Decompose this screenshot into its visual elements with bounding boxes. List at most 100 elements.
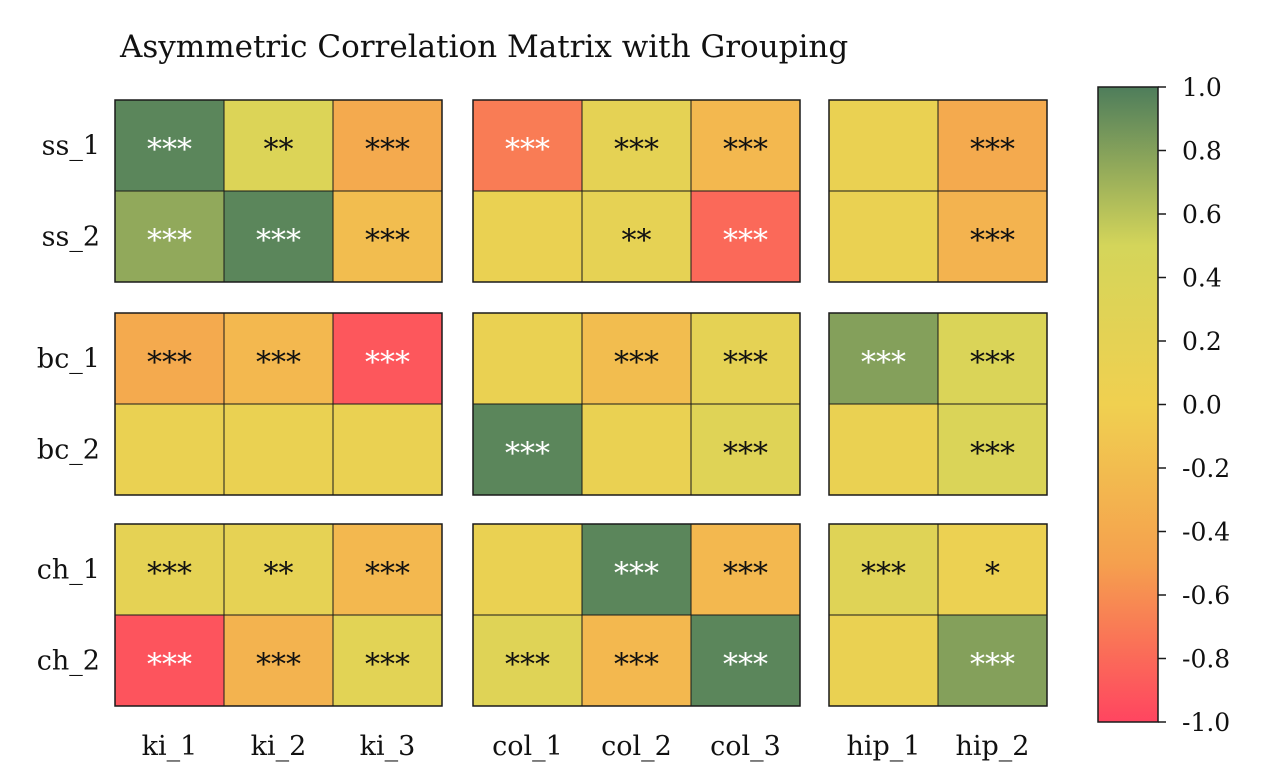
significance-label-ss_2-hip_2: *** <box>970 224 1015 259</box>
significance-label-ss_2-col_2: ** <box>622 224 652 259</box>
heatmap-cell-bc_1-hip_1 <box>828 312 939 405</box>
colorbar-tick-label: 0.8 <box>1182 137 1222 166</box>
row-label-bc_2: bc_2 <box>37 435 100 466</box>
column-label-col_2: col_2 <box>601 731 672 762</box>
heatmap-cell-ch_1-col_2 <box>581 523 692 616</box>
heatmap-cell-bc_2-hip_2 <box>937 403 1048 496</box>
heatmap-cell-bc_1-col_3 <box>690 312 801 405</box>
heatmap-group-panels <box>114 99 1048 707</box>
colorbar-tick-label: 0.2 <box>1182 327 1222 356</box>
heatmap-cell-ss_1-hip_1 <box>828 99 939 192</box>
heatmap-cells <box>114 99 1048 707</box>
significance-label-ch_2-col_2: *** <box>614 648 659 683</box>
significance-label-ss_2-col_3: *** <box>723 224 768 259</box>
chart-title: Asymmetric Correlation Matrix with Group… <box>119 29 848 65</box>
row-label-ch_2: ch_2 <box>37 646 100 677</box>
row-label-ch_1: ch_1 <box>37 555 100 586</box>
column-labels: ki_1 ki_2 ki_3 col_1 col_2 col_3 hip_1 hip_2 <box>142 731 1030 762</box>
group-panel <box>828 312 1048 496</box>
significance-label-ch_1-col_3: *** <box>723 557 768 592</box>
colorbar-tick-label: 0.0 <box>1182 391 1222 420</box>
heatmap-cell-bc_1-hip_2 <box>937 312 1048 405</box>
group-panel <box>114 99 443 283</box>
heatmap-cell-bc_2-col_3 <box>690 403 801 496</box>
heatmap-cell-bc_2-col_2 <box>581 403 692 496</box>
column-label-col_1: col_1 <box>492 731 563 762</box>
significance-label-bc_1-ki_1: *** <box>147 346 192 381</box>
heatmap-cell-bc_2-ki_1 <box>114 403 225 496</box>
group-panel <box>114 523 443 707</box>
heatmap-cell-bc_2-ki_3 <box>332 403 443 496</box>
heatmap-cell-ss_2-hip_1 <box>828 190 939 283</box>
significance-label-ch_2-ki_2: *** <box>256 648 301 683</box>
significance-label-ch_1-ki_3: *** <box>365 557 410 592</box>
significance-label-ch_1-col_2: *** <box>614 557 659 592</box>
row-label-bc_1: bc_1 <box>37 344 100 375</box>
colorbar-tick-label: -1.0 <box>1182 708 1230 737</box>
heatmap-cell-bc_1-ki_3 <box>332 312 443 405</box>
significance-label-ss_1-hip_2: *** <box>970 133 1015 168</box>
heatmap-cell-bc_1-col_1 <box>472 312 583 405</box>
colorbar-tick-label: -0.8 <box>1182 645 1230 674</box>
significance-labels: *** ** *** *** *** *** ****** *** *** ** *** ******… <box>147 133 1015 683</box>
group-panel <box>828 99 1048 283</box>
group-panel <box>828 523 1048 707</box>
significance-label-bc_1-hip_2: *** <box>970 346 1015 381</box>
significance-label-bc_1-ki_3: *** <box>365 346 410 381</box>
significance-label-bc_1-col_2: *** <box>614 346 659 381</box>
significance-label-ss_1-ki_3: *** <box>365 133 410 168</box>
row-label-ss_2: ss_2 <box>42 222 100 253</box>
colorbar-tick-label: -0.6 <box>1182 581 1230 610</box>
significance-label-ss_2-ki_2: *** <box>256 224 301 259</box>
significance-label-ch_1-ki_2: ** <box>264 557 294 592</box>
heatmap-cell-ss_2-hip_2 <box>937 190 1048 283</box>
heatmap-cell-ss_1-col_2 <box>581 99 692 192</box>
significance-label-ss_2-ki_3: *** <box>365 224 410 259</box>
significance-label-bc_2-hip_2: *** <box>970 437 1015 472</box>
heatmap-cell-bc_2-hip_1 <box>828 403 939 496</box>
group-panel <box>472 99 801 283</box>
significance-label-ss_1-ki_1: *** <box>147 133 192 168</box>
heatmap-cell-ss_1-col_1 <box>472 99 583 192</box>
column-label-ki_2: ki_2 <box>251 731 307 762</box>
significance-label-ss_1-col_2: *** <box>614 133 659 168</box>
heatmap-cell-ss_2-col_3 <box>690 190 801 283</box>
heatmap-cell-ss_2-ki_3 <box>332 190 443 283</box>
heatmap-cell-ch_2-col_2 <box>581 614 692 707</box>
significance-label-bc_1-ki_2: *** <box>256 346 301 381</box>
significance-label-ch_1-ki_1: *** <box>147 557 192 592</box>
significance-label-bc_2-col_1: *** <box>505 437 550 472</box>
heatmap-cell-ss_1-ki_2 <box>223 99 334 192</box>
significance-label-ss_1-col_3: *** <box>723 133 768 168</box>
heatmap-cell-ss_1-col_3 <box>690 99 801 192</box>
column-label-ki_3: ki_3 <box>360 731 416 762</box>
heatmap-cell-ch_2-hip_2 <box>937 614 1048 707</box>
significance-label-ch_2-col_1: *** <box>505 648 550 683</box>
heatmap-cell-ch_1-col_1 <box>472 523 583 616</box>
heatmap-cell-ch_2-ki_1 <box>114 614 225 707</box>
column-label-hip_2: hip_2 <box>956 731 1030 762</box>
heatmap-cell-ch_2-hip_1 <box>828 614 939 707</box>
heatmap-cell-ss_1-ki_1 <box>114 99 225 192</box>
heatmap-cell-ch_1-ki_2 <box>223 523 334 616</box>
colorbar-gradient <box>1097 86 1159 723</box>
group-panel <box>472 523 801 707</box>
significance-label-bc_1-col_3: *** <box>723 346 768 381</box>
colorbar-tick-label: -0.2 <box>1182 454 1230 483</box>
colorbar-tick-label: 0.6 <box>1182 200 1222 229</box>
significance-label-ss_1-ki_2: ** <box>264 133 294 168</box>
significance-label-ch_1-hip_1: *** <box>861 557 906 592</box>
colorbar-tick-label: 0.4 <box>1182 264 1222 293</box>
significance-label-ss_2-ki_1: *** <box>147 224 192 259</box>
row-label-ss_1: ss_1 <box>42 131 100 162</box>
heatmap-cell-bc_2-col_1 <box>472 403 583 496</box>
group-panel <box>114 312 443 496</box>
colorbar-tick-label: -0.4 <box>1182 518 1230 547</box>
column-label-hip_1: hip_1 <box>847 731 921 762</box>
group-panel <box>472 312 801 496</box>
colorbar: 1.0 0.8 0.6 0.4 0.2 0.0 -0.2 -0.4 -0.6 -0.8 -1.0 <box>1097 73 1230 737</box>
heatmap-cell-ch_1-hip_1 <box>828 523 939 616</box>
heatmap-cell-ch_1-col_3 <box>690 523 801 616</box>
heatmap-cell-bc_2-ki_2 <box>223 403 334 496</box>
